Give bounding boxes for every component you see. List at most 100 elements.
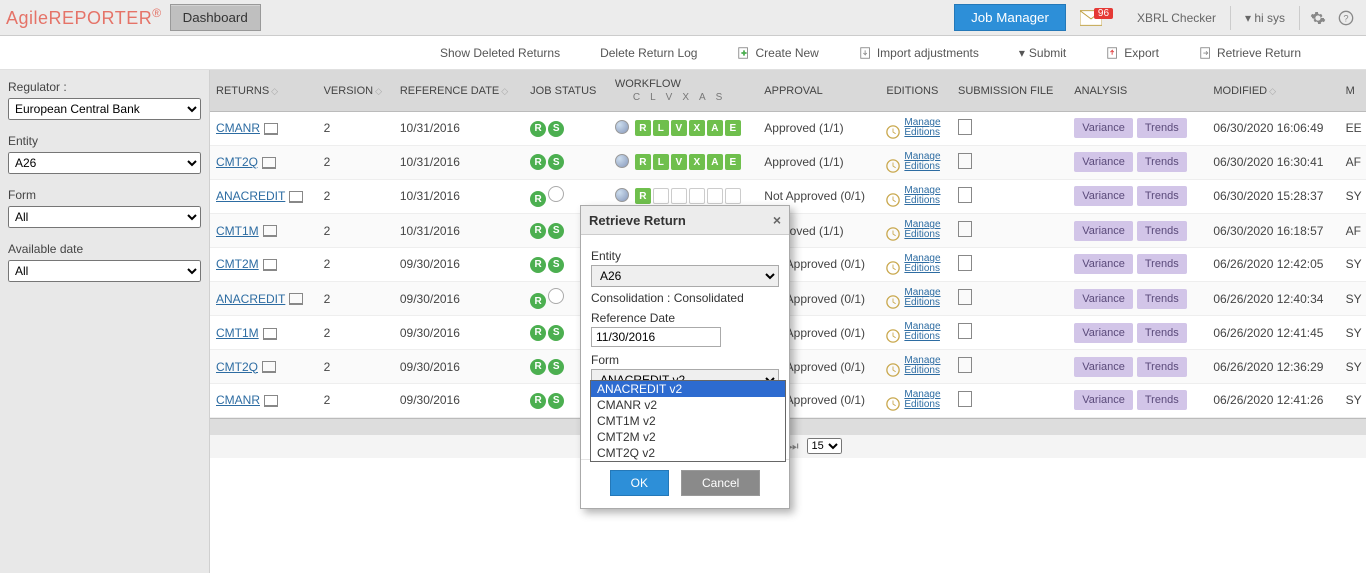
return-link[interactable]: CMT1M <box>216 326 259 340</box>
submission-cell[interactable] <box>952 179 1068 214</box>
return-link[interactable]: CMANR <box>216 121 260 135</box>
file-icon[interactable] <box>958 119 972 135</box>
col-returns[interactable]: RETURNS◇ <box>210 70 318 112</box>
workflow-step[interactable]: R <box>635 154 651 170</box>
ok-button[interactable]: OK <box>610 470 669 496</box>
return-link[interactable]: ANACREDIT <box>216 189 285 203</box>
trends-button[interactable]: Trends <box>1137 221 1187 241</box>
trends-button[interactable]: Trends <box>1137 186 1187 206</box>
popup-icon[interactable] <box>289 191 303 203</box>
variance-button[interactable]: Variance <box>1074 186 1133 206</box>
retrieve-return-link[interactable]: Retrieve Return <box>1199 46 1301 60</box>
file-icon[interactable] <box>958 289 972 305</box>
regulator-select[interactable]: European Central Bank <box>8 98 201 120</box>
return-link[interactable]: CMT2Q <box>216 155 258 169</box>
available-date-select[interactable]: All <box>8 260 201 282</box>
workflow-step[interactable]: R <box>635 188 651 204</box>
editions-cell[interactable]: ManageEditions <box>880 214 952 248</box>
job-manager-button[interactable]: Job Manager <box>954 4 1066 31</box>
gear-icon[interactable] <box>1310 10 1326 26</box>
return-link[interactable]: CMT1M <box>216 224 259 238</box>
globe-icon[interactable] <box>615 154 629 168</box>
popup-icon[interactable] <box>263 259 277 271</box>
trends-button[interactable]: Trends <box>1137 357 1187 377</box>
show-deleted-link[interactable]: Show Deleted Returns <box>440 46 560 60</box>
help-icon[interactable]: ? <box>1338 10 1354 26</box>
variance-button[interactable]: Variance <box>1074 357 1133 377</box>
workflow-step[interactable] <box>725 188 741 204</box>
trends-button[interactable]: Trends <box>1137 118 1187 138</box>
popup-icon[interactable] <box>262 361 276 373</box>
dashboard-button[interactable]: Dashboard <box>170 4 261 31</box>
workflow-step[interactable]: E <box>725 120 741 136</box>
editions-cell[interactable]: ManageEditions <box>880 112 952 146</box>
return-link[interactable]: ANACREDIT <box>216 292 285 306</box>
trends-button[interactable]: Trends <box>1137 254 1187 274</box>
trends-button[interactable]: Trends <box>1137 289 1187 309</box>
file-icon[interactable] <box>958 153 972 169</box>
popup-icon[interactable] <box>264 123 278 135</box>
submission-cell[interactable] <box>952 112 1068 146</box>
file-icon[interactable] <box>958 255 972 271</box>
trends-button[interactable]: Trends <box>1137 152 1187 172</box>
editions-cell[interactable]: ManageEditions <box>880 145 952 179</box>
workflow-step[interactable]: X <box>689 120 705 136</box>
return-link[interactable]: CMT2Q <box>216 360 258 374</box>
workflow-step[interactable]: V <box>671 120 687 136</box>
popup-icon[interactable] <box>263 328 277 340</box>
variance-button[interactable]: Variance <box>1074 254 1133 274</box>
submission-cell[interactable] <box>952 316 1068 350</box>
variance-button[interactable]: Variance <box>1074 390 1133 410</box>
variance-button[interactable]: Variance <box>1074 221 1133 241</box>
popup-icon[interactable] <box>289 293 303 305</box>
col-modified[interactable]: MODIFIED◇ <box>1207 70 1339 112</box>
form-select[interactable]: All <box>8 206 201 228</box>
delete-log-link[interactable]: Delete Return Log <box>600 46 697 60</box>
editions-cell[interactable]: ManageEditions <box>880 247 952 281</box>
workflow-step[interactable] <box>653 188 669 204</box>
workflow-step[interactable]: L <box>653 120 669 136</box>
workflow-step[interactable]: R <box>635 120 651 136</box>
submission-cell[interactable] <box>952 383 1068 417</box>
dropdown-option[interactable]: CMT1M v2 <box>591 413 785 429</box>
col-jobstatus[interactable]: JOB STATUS <box>524 70 609 112</box>
popup-icon[interactable] <box>262 157 276 169</box>
editions-cell[interactable]: ManageEditions <box>880 281 952 316</box>
pager-size-select[interactable]: 15 <box>807 438 842 454</box>
dropdown-option[interactable]: CMT2M v2 <box>591 429 785 445</box>
popup-icon[interactable] <box>263 225 277 237</box>
file-icon[interactable] <box>958 391 972 407</box>
globe-icon[interactable] <box>615 188 629 202</box>
file-icon[interactable] <box>958 323 972 339</box>
messages-icon[interactable]: 96 <box>1080 10 1113 26</box>
form-dropdown-list[interactable]: ANACREDIT v2 CMANR v2 CMT1M v2 CMT2M v2 … <box>590 380 786 462</box>
popup-icon[interactable] <box>264 395 278 407</box>
editions-cell[interactable]: ManageEditions <box>880 383 952 417</box>
workflow-step[interactable] <box>707 188 723 204</box>
return-link[interactable]: CMANR <box>216 393 260 407</box>
workflow-step[interactable]: E <box>725 154 741 170</box>
col-refdate[interactable]: REFERENCE DATE◇ <box>394 70 524 112</box>
submission-cell[interactable] <box>952 281 1068 316</box>
file-icon[interactable] <box>958 357 972 373</box>
cancel-button[interactable]: Cancel <box>681 470 760 496</box>
globe-icon[interactable] <box>615 120 629 134</box>
workflow-step[interactable]: A <box>707 120 723 136</box>
dropdown-option[interactable]: ANACREDIT v2 <box>591 381 785 397</box>
trends-button[interactable]: Trends <box>1137 323 1187 343</box>
editions-cell[interactable]: ManageEditions <box>880 179 952 214</box>
submission-cell[interactable] <box>952 145 1068 179</box>
trends-button[interactable]: Trends <box>1137 390 1187 410</box>
dropdown-option[interactable]: CMANR v2 <box>591 397 785 413</box>
submission-cell[interactable] <box>952 350 1068 384</box>
editions-cell[interactable]: ManageEditions <box>880 316 952 350</box>
dialog-refdate-input[interactable] <box>591 327 721 347</box>
workflow-step[interactable]: A <box>707 154 723 170</box>
file-icon[interactable] <box>958 187 972 203</box>
xbrl-checker-link[interactable]: XBRL Checker <box>1127 11 1226 25</box>
variance-button[interactable]: Variance <box>1074 323 1133 343</box>
dialog-entity-select[interactable]: A26 <box>591 265 779 287</box>
create-new-link[interactable]: Create New <box>737 46 818 60</box>
close-icon[interactable]: × <box>773 212 781 228</box>
workflow-step[interactable]: X <box>689 154 705 170</box>
